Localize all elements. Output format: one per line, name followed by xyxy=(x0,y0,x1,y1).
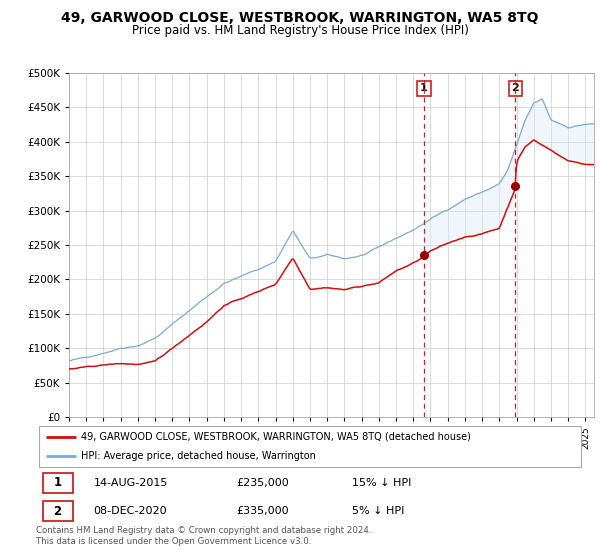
Text: 2: 2 xyxy=(53,505,61,518)
Text: £335,000: £335,000 xyxy=(236,506,289,516)
FancyBboxPatch shape xyxy=(39,426,581,466)
Text: £235,000: £235,000 xyxy=(236,478,289,488)
Text: Price paid vs. HM Land Registry's House Price Index (HPI): Price paid vs. HM Land Registry's House … xyxy=(131,24,469,36)
Text: 1: 1 xyxy=(420,83,428,94)
Text: 49, GARWOOD CLOSE, WESTBROOK, WARRINGTON, WA5 8TQ (detached house): 49, GARWOOD CLOSE, WESTBROOK, WARRINGTON… xyxy=(81,432,471,441)
Text: 15% ↓ HPI: 15% ↓ HPI xyxy=(352,478,411,488)
FancyBboxPatch shape xyxy=(43,473,73,493)
Text: 49, GARWOOD CLOSE, WESTBROOK, WARRINGTON, WA5 8TQ: 49, GARWOOD CLOSE, WESTBROOK, WARRINGTON… xyxy=(61,11,539,25)
Text: HPI: Average price, detached house, Warrington: HPI: Average price, detached house, Warr… xyxy=(81,451,316,461)
Text: 14-AUG-2015: 14-AUG-2015 xyxy=(94,478,168,488)
Text: 2: 2 xyxy=(512,83,519,94)
Text: 1: 1 xyxy=(53,476,61,489)
Text: 08-DEC-2020: 08-DEC-2020 xyxy=(94,506,167,516)
FancyBboxPatch shape xyxy=(43,501,73,521)
Text: Contains HM Land Registry data © Crown copyright and database right 2024.
This d: Contains HM Land Registry data © Crown c… xyxy=(36,526,371,546)
Text: 5% ↓ HPI: 5% ↓ HPI xyxy=(352,506,404,516)
